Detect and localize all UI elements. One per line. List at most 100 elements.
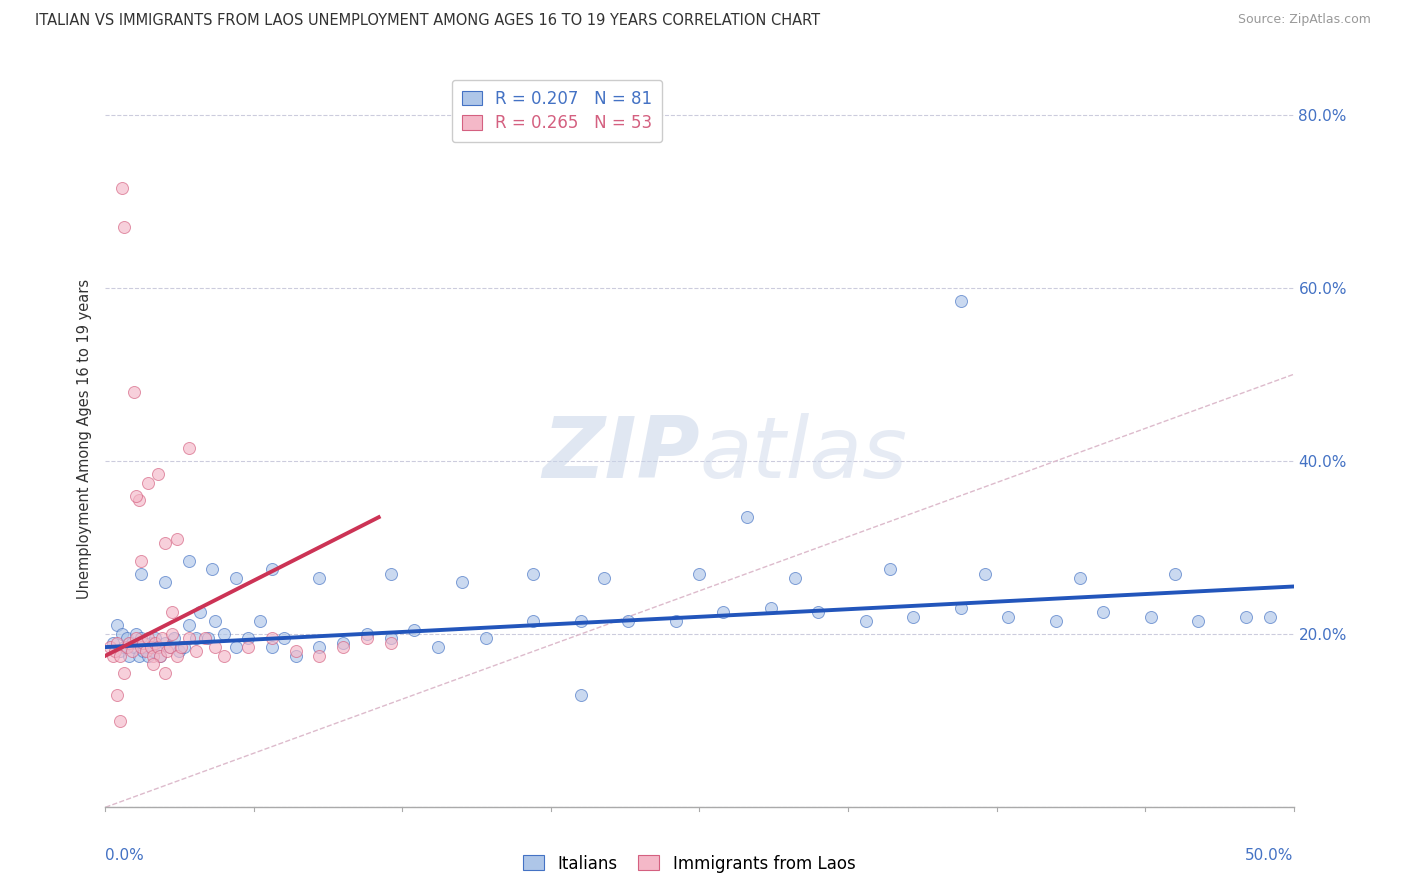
- Point: [184, 632, 207, 646]
- Point: [177, 441, 200, 455]
- Point: [308, 640, 330, 654]
- Point: [711, 606, 734, 620]
- Point: [474, 632, 496, 646]
- Point: [665, 614, 688, 628]
- Point: [121, 644, 143, 658]
- Legend: Italians, Immigrants from Laos: Italians, Immigrants from Laos: [516, 848, 862, 880]
- Point: [197, 632, 219, 646]
- Point: [380, 636, 402, 650]
- Legend: R = 0.207   N = 81, R = 0.265   N = 53: R = 0.207 N = 81, R = 0.265 N = 53: [451, 79, 662, 143]
- Point: [143, 632, 166, 646]
- Point: [135, 644, 157, 658]
- Point: [1258, 609, 1281, 624]
- Point: [125, 632, 148, 646]
- Point: [149, 648, 172, 663]
- Point: [143, 636, 166, 650]
- Point: [284, 644, 307, 658]
- Point: [855, 614, 877, 628]
- Point: [783, 571, 806, 585]
- Point: [166, 648, 188, 663]
- Point: [129, 566, 152, 581]
- Text: ITALIAN VS IMMIGRANTS FROM LAOS UNEMPLOYMENT AMONG AGES 16 TO 19 YEARS CORRELATI: ITALIAN VS IMMIGRANTS FROM LAOS UNEMPLOY…: [35, 13, 820, 29]
- Point: [569, 614, 592, 628]
- Point: [260, 632, 283, 646]
- Point: [111, 181, 134, 195]
- Point: [105, 688, 128, 702]
- Point: [153, 666, 176, 681]
- Point: [129, 640, 152, 654]
- Point: [225, 640, 247, 654]
- Point: [152, 632, 174, 646]
- Point: [160, 627, 183, 641]
- Point: [163, 632, 186, 646]
- Point: [105, 618, 128, 632]
- Y-axis label: Unemployment Among Ages 16 to 19 years: Unemployment Among Ages 16 to 19 years: [76, 279, 91, 599]
- Point: [249, 614, 271, 628]
- Point: [879, 562, 901, 576]
- Text: 50.0%: 50.0%: [1246, 847, 1294, 863]
- Point: [118, 648, 141, 663]
- Point: [214, 648, 236, 663]
- Point: [190, 606, 212, 620]
- Point: [125, 489, 148, 503]
- Point: [236, 640, 259, 654]
- Point: [184, 644, 207, 658]
- Point: [204, 614, 226, 628]
- Point: [101, 636, 124, 650]
- Point: [404, 623, 426, 637]
- Point: [380, 632, 402, 646]
- Point: [903, 609, 925, 624]
- Point: [236, 632, 259, 646]
- Point: [689, 566, 711, 581]
- Point: [146, 467, 169, 481]
- Point: [111, 627, 134, 641]
- Point: [170, 640, 193, 654]
- Point: [115, 632, 138, 646]
- Point: [997, 609, 1019, 624]
- Point: [284, 648, 307, 663]
- Point: [108, 648, 131, 663]
- Point: [159, 640, 181, 654]
- Point: [1045, 614, 1067, 628]
- Point: [1140, 609, 1163, 624]
- Point: [427, 640, 450, 654]
- Point: [118, 636, 141, 650]
- Point: [332, 636, 354, 650]
- Point: [125, 627, 148, 641]
- Point: [114, 666, 136, 681]
- Point: [160, 606, 183, 620]
- Point: [122, 384, 145, 399]
- Point: [273, 632, 295, 646]
- Point: [128, 492, 150, 507]
- Point: [128, 648, 150, 663]
- Point: [98, 640, 121, 654]
- Point: [177, 632, 200, 646]
- Point: [142, 648, 165, 663]
- Point: [949, 293, 972, 308]
- Point: [115, 640, 138, 654]
- Point: [617, 614, 640, 628]
- Point: [153, 536, 176, 550]
- Point: [450, 575, 472, 590]
- Point: [114, 640, 136, 654]
- Point: [260, 640, 283, 654]
- Point: [153, 636, 176, 650]
- Point: [522, 614, 544, 628]
- Point: [380, 566, 402, 581]
- Point: [139, 640, 162, 654]
- Point: [104, 644, 127, 658]
- Point: [101, 648, 124, 663]
- Point: [135, 640, 157, 654]
- Point: [735, 510, 758, 524]
- Point: [1069, 571, 1091, 585]
- Point: [1164, 566, 1187, 581]
- Point: [139, 636, 162, 650]
- Point: [569, 688, 592, 702]
- Point: [204, 640, 226, 654]
- Point: [153, 575, 176, 590]
- Point: [214, 627, 236, 641]
- Point: [105, 636, 128, 650]
- Point: [167, 644, 190, 658]
- Point: [121, 636, 143, 650]
- Point: [108, 714, 131, 728]
